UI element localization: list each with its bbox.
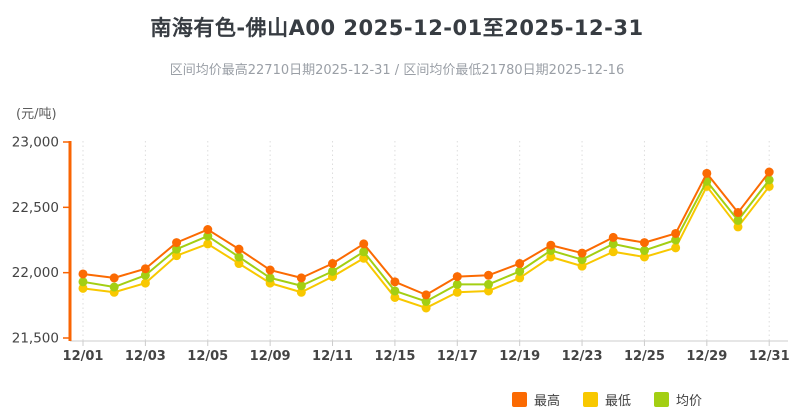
x-axis-tick-label: 12/31: [749, 349, 790, 364]
data-point-high[interactable]: [608, 232, 618, 242]
data-point-high[interactable]: [265, 265, 275, 275]
y-axis-tick-label: 22,500: [12, 200, 59, 216]
data-point-high[interactable]: [671, 228, 681, 238]
x-axis-tick-label: 12/15: [374, 349, 415, 364]
series-line-high: [82, 171, 770, 296]
data-point-low[interactable]: [452, 287, 462, 297]
data-point-low[interactable]: [421, 303, 431, 313]
data-point-high[interactable]: [328, 259, 338, 269]
chart-subtitle: 区间均价最高22710日期2025-12-31 / 区间均价最低21780日期2…: [169, 63, 625, 78]
data-point-high[interactable]: [483, 270, 493, 280]
data-point-avg[interactable]: [234, 252, 244, 262]
data-point-high[interactable]: [733, 208, 743, 218]
data-point-avg[interactable]: [390, 286, 400, 296]
data-point-high[interactable]: [639, 238, 649, 248]
data-point-low[interactable]: [203, 239, 213, 249]
data-point-high[interactable]: [203, 225, 213, 235]
data-point-avg[interactable]: [109, 282, 119, 292]
data-point-avg[interactable]: [483, 279, 493, 289]
x-axis-tick-label: 12/19: [499, 349, 540, 364]
data-point-high[interactable]: [172, 238, 182, 248]
data-point-avg[interactable]: [452, 279, 462, 289]
x-axis-tick-label: 12/25: [624, 349, 665, 364]
data-point-avg[interactable]: [639, 245, 649, 255]
data-point-low[interactable]: [546, 252, 556, 262]
y-axis-tick-label: 21,500: [12, 331, 59, 347]
data-point-low[interactable]: [483, 286, 493, 296]
data-point-avg[interactable]: [265, 273, 275, 283]
data-point-high[interactable]: [515, 259, 525, 269]
x-axis-tick-label: 12/11: [312, 349, 353, 364]
data-point-low[interactable]: [577, 261, 587, 271]
data-point-avg[interactable]: [140, 270, 150, 280]
y-axis-tick-label: 22,000: [12, 265, 59, 281]
data-point-high[interactable]: [421, 290, 431, 300]
data-point-high[interactable]: [359, 239, 369, 249]
data-point-low[interactable]: [140, 278, 150, 288]
data-point-low[interactable]: [78, 283, 88, 293]
data-point-high[interactable]: [78, 269, 88, 279]
data-point-avg[interactable]: [577, 255, 587, 265]
data-point-low[interactable]: [296, 287, 306, 297]
data-point-avg[interactable]: [608, 239, 618, 249]
data-point-avg[interactable]: [764, 175, 774, 185]
data-point-low[interactable]: [172, 251, 182, 261]
data-point-avg[interactable]: [203, 231, 213, 241]
data-point-low[interactable]: [390, 292, 400, 302]
data-point-avg[interactable]: [515, 266, 525, 276]
data-point-high[interactable]: [296, 273, 306, 283]
y-axis-tick-label: 23,000: [12, 135, 59, 151]
series-line-low: [82, 185, 770, 309]
y-axis-unit-label: (元/吨): [16, 107, 57, 122]
legend-label-high: 最高: [534, 394, 561, 409]
data-point-high[interactable]: [577, 248, 587, 258]
data-point-high[interactable]: [702, 168, 712, 178]
legend-label-avg: 均价: [676, 394, 703, 409]
data-point-avg[interactable]: [421, 296, 431, 306]
legend-item-low[interactable]: 最低: [583, 390, 631, 409]
data-point-avg[interactable]: [172, 244, 182, 254]
legend-swatch-high: [512, 392, 527, 407]
x-axis-tick-label: 12/29: [686, 349, 727, 364]
data-point-high[interactable]: [140, 264, 150, 274]
chart-title: 南海有色-佛山A00 2025-12-01至2025-12-31: [150, 16, 644, 40]
x-axis-tick-label: 12/01: [63, 349, 104, 364]
data-point-high[interactable]: [390, 277, 400, 287]
x-axis-tick-label: 12/17: [437, 349, 478, 364]
data-point-low[interactable]: [639, 252, 649, 262]
data-point-avg[interactable]: [733, 215, 743, 225]
data-point-high[interactable]: [546, 240, 556, 250]
legend-swatch-low: [583, 392, 599, 407]
legend-item-avg[interactable]: 均价: [654, 390, 702, 409]
data-point-high[interactable]: [764, 167, 774, 177]
data-point-avg[interactable]: [359, 247, 369, 257]
data-point-avg[interactable]: [78, 277, 88, 287]
legend-label-low: 最低: [605, 394, 632, 409]
series-line-avg: [82, 179, 770, 303]
chart-legend: 最高 最低 均价: [512, 390, 725, 409]
x-axis-tick-label: 12/05: [187, 349, 228, 364]
data-point-high[interactable]: [234, 244, 244, 254]
legend-swatch-avg: [654, 392, 670, 407]
data-point-low[interactable]: [234, 259, 244, 269]
data-point-avg[interactable]: [296, 281, 306, 291]
data-point-avg[interactable]: [671, 235, 681, 245]
x-axis-tick-label: 12/23: [562, 349, 603, 364]
legend-item-high[interactable]: 最高: [512, 390, 560, 409]
data-point-low[interactable]: [515, 273, 525, 283]
data-point-low[interactable]: [733, 222, 743, 232]
x-axis-tick-label: 12/09: [250, 349, 291, 364]
data-point-high[interactable]: [109, 273, 119, 283]
data-point-low[interactable]: [608, 247, 618, 257]
data-point-avg[interactable]: [328, 266, 338, 276]
x-axis-tick-label: 12/03: [125, 349, 166, 364]
data-point-high[interactable]: [452, 272, 462, 282]
data-point-low[interactable]: [671, 243, 681, 253]
